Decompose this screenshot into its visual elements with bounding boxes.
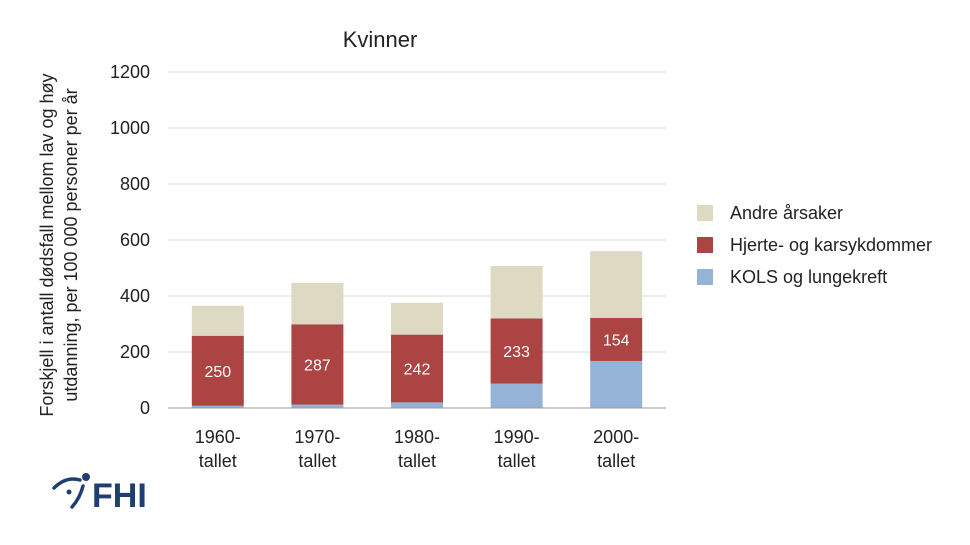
y-axis-ticks: 0 200 400 600 800 1000 1200 <box>110 62 150 418</box>
chart-title: Kvinner <box>343 27 418 52</box>
y-tick-label: 1000 <box>110 118 150 138</box>
y-tick-label: 200 <box>120 342 150 362</box>
y-axis-label-line: utdanning, per 100 000 personer per år <box>61 88 81 401</box>
x-category-label: 1980- <box>394 427 440 447</box>
bars: 250 287 242 233 154 <box>191 251 643 408</box>
bar-segment <box>291 404 344 408</box>
legend-entry: Andre årsaker <box>730 203 843 223</box>
legend-swatch <box>697 237 713 253</box>
fhi-logo-icon <box>52 473 90 509</box>
y-tick-label: 1200 <box>110 62 150 82</box>
y-tick-label: 600 <box>120 230 150 250</box>
data-label: 154 <box>603 332 630 349</box>
y-axis-label-line: Forskjell i antall dødsfall mellom lav o… <box>37 73 57 416</box>
y-tick-label: 400 <box>120 286 150 306</box>
y-tick-label: 800 <box>120 174 150 194</box>
bar-segment <box>590 360 643 408</box>
bar-segment <box>291 324 344 405</box>
bar-segment <box>191 305 244 336</box>
legend: Andre årsaker Hjerte- og karsykdommer KOLS… <box>697 203 932 287</box>
legend-entry: KOLS og lungekreft <box>730 267 887 287</box>
x-category-label: tallet <box>298 451 336 471</box>
bar-segment <box>590 317 643 361</box>
bar-segment <box>391 334 443 403</box>
legend-entry: Hjerte- og karsykdommer <box>730 235 932 255</box>
x-category-label: 1990- <box>494 427 540 447</box>
data-label: 242 <box>404 362 431 379</box>
bar-segment <box>490 383 543 408</box>
x-category-label: tallet <box>597 451 635 471</box>
bar-segment <box>590 251 643 318</box>
bar-segment <box>291 282 344 325</box>
data-label: 250 <box>204 364 231 381</box>
y-tick-label: 0 <box>140 398 150 418</box>
data-label: 287 <box>304 357 331 374</box>
x-category-label: 1960- <box>195 427 241 447</box>
x-category-label: tallet <box>199 451 237 471</box>
y-axis-label: Forskjell i antall dødsfall mellom lav o… <box>37 73 81 416</box>
x-category-label: tallet <box>498 451 536 471</box>
bar-segment <box>191 335 244 406</box>
x-axis-categories: 1960- tallet 1970- tallet 1980- tallet 1990- ta… <box>195 427 639 471</box>
fhi-logo-text: FHI <box>92 477 147 515</box>
gridlines <box>168 71 666 353</box>
fhi-logo: FHI <box>52 473 147 515</box>
x-category-label: 2000- <box>593 427 639 447</box>
bar-segment <box>490 318 543 384</box>
legend-swatch <box>697 205 713 221</box>
data-label: 233 <box>503 344 530 361</box>
bar-segment <box>391 302 443 335</box>
bar-segment <box>391 402 443 408</box>
x-category-label: 1970- <box>294 427 340 447</box>
bar-segment <box>490 266 543 319</box>
legend-swatch <box>697 269 713 285</box>
bar-segment <box>191 405 244 408</box>
x-category-label: tallet <box>398 451 436 471</box>
